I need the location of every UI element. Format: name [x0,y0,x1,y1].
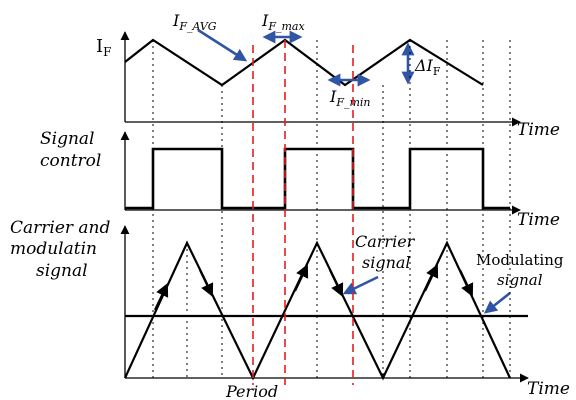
carrier-dir-arrow-4 [329,269,344,297]
iavg-label: IF_AVG [172,11,217,33]
modulating-label-line2: signal [497,271,543,289]
panel3-label-line2: modulatin [10,239,97,259]
carrier-label-line2: signal [362,253,411,272]
carrier-dir-arrow-1 [154,283,169,311]
panel2-time-label: Time [517,210,560,230]
panel3-label-line3: signal [36,261,88,281]
pwm-waveform [125,147,510,210]
panel2-label-line2: control [40,151,101,171]
panel-current: IF Time IF_AVG IF_max IF_min ΔIF [96,11,560,140]
carrier-dir-arrow-6 [459,269,474,297]
panel3-label-line1: Carrier and [10,218,111,238]
imin-label: IF_min [329,87,371,109]
delta-i-label: ΔIF [414,56,441,78]
imax-label: IF_max [261,11,305,33]
modulating-label-line1: Modulating [476,251,564,269]
panel-carrier: Carrier and modulatin signal Carrier sig… [10,218,570,400]
panel3-time-label: Time [527,379,570,399]
iavg-arrow [197,28,248,62]
period-label: Period [225,382,278,400]
panel2-label-line1: Signal [40,129,95,149]
grid-lines [152,40,511,378]
carrier-dir-arrow-5 [424,264,439,292]
panel-signal-control: Signal control Time [40,129,560,230]
carrier-dir-arrow-3 [294,264,309,292]
carrier-dir-arrow-2 [199,269,214,297]
carrier-arrow [342,275,379,295]
period-markers [252,40,354,385]
carrier-label-line1: Carrier [355,232,416,251]
panel1-y-label: IF [96,36,111,59]
modulating-arrow [483,291,511,314]
panel1-time-label: Time [517,120,560,140]
